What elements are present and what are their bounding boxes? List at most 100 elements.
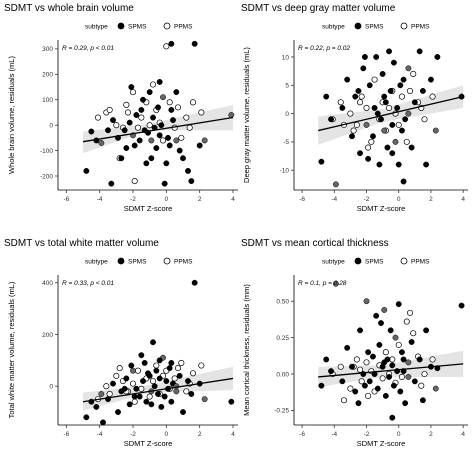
point-spms: [115, 409, 121, 416]
point-spms: [170, 117, 176, 124]
point-spms: [416, 356, 423, 363]
point-ppms: [347, 385, 354, 392]
point-spms: [390, 382, 397, 389]
point-spms: [398, 127, 405, 134]
x-tick-label: -2: [364, 431, 370, 438]
x-tick-label: -4: [97, 196, 103, 203]
point-ppms: [410, 70, 417, 78]
point-spms: [88, 128, 95, 135]
point-spms: [161, 393, 168, 400]
point-spms: [323, 93, 330, 100]
point-ppms: [166, 99, 173, 106]
point-spms: [357, 150, 364, 157]
point-spms: [402, 116, 409, 123]
x-tick-label: 2: [198, 431, 202, 438]
point-ppms: [134, 367, 142, 374]
point-spms: [349, 363, 355, 370]
point-spms: [93, 403, 100, 410]
point-ppms: [189, 370, 197, 377]
point-spms: [332, 280, 339, 287]
point-spms: [389, 150, 396, 157]
point-spms: [156, 132, 163, 139]
point-spms: [173, 137, 180, 144]
point-spms: [365, 349, 372, 356]
point-ppms: [149, 377, 157, 385]
point-spms: [379, 71, 386, 77]
x-axis-label: SDMT Z-score: [124, 204, 173, 213]
point-spms: [138, 352, 145, 359]
point-ppms: [357, 366, 364, 373]
point-ppms: [103, 383, 110, 390]
point-spms: [136, 393, 143, 400]
legend-ppms-label: PPMS: [174, 259, 193, 266]
point-spms: [323, 356, 330, 363]
point-ppms: [395, 121, 402, 128]
point-ppms: [131, 398, 138, 405]
point-ppms: [189, 99, 197, 106]
x-axis-label: SDMT Z-score: [357, 439, 406, 448]
x-tick-label: -4: [331, 431, 337, 438]
x-tick-label: -6: [63, 196, 69, 203]
point-ppms: [134, 124, 142, 131]
point-spms: [128, 362, 135, 369]
point-ppms: [113, 372, 120, 379]
point-ppms: [198, 109, 205, 116]
legend: subtype SPMS PPMS: [322, 22, 430, 31]
x-tick-label: 2: [429, 196, 433, 203]
point-spms: [151, 383, 158, 390]
legend-ppms-label: PPMS: [411, 24, 430, 31]
point-spms: [419, 87, 426, 94]
point-spms: [150, 114, 156, 121]
point-spms: [148, 401, 155, 408]
point-ppms: [159, 137, 167, 144]
panel-1: SDMT vs whole brain volume subtype SPMS PPM…: [4, 3, 238, 213]
points: [318, 48, 465, 188]
point-ppms: [403, 138, 410, 145]
point-spms: [384, 144, 391, 151]
point-ppms: [406, 309, 414, 316]
y-tick-label: 400: [42, 280, 53, 287]
point-ppms: [163, 43, 170, 50]
point-spms: [400, 178, 407, 185]
points: [318, 280, 465, 421]
point-spms: [98, 140, 105, 146]
legend-spms-label: SPMS: [365, 259, 384, 266]
point-spms: [398, 349, 405, 356]
point-spms: [416, 48, 423, 55]
y-tick-label: 10: [282, 54, 290, 61]
point-spms: [423, 327, 430, 334]
point-spms: [158, 403, 165, 410]
point-ppms: [129, 89, 137, 96]
point-spms: [180, 409, 186, 416]
point-spms: [373, 54, 380, 60]
point-spms: [191, 40, 198, 47]
point-spms: [121, 127, 128, 134]
point-spms: [163, 378, 170, 384]
point-spms: [419, 397, 426, 404]
point-spms: [228, 398, 235, 405]
point-spms: [133, 385, 140, 392]
point-spms: [381, 307, 388, 313]
stat-annotation: R = 0.1, p = 0.28: [298, 280, 347, 287]
point-spms: [128, 84, 135, 90]
point-ppms: [146, 122, 153, 129]
point-spms: [161, 180, 168, 187]
y-tick-label: 200: [42, 332, 53, 339]
legend: subtype SPMS PPMS: [85, 257, 193, 266]
point-spms: [121, 385, 128, 392]
y-tick-label: 0: [49, 384, 53, 391]
point-spms: [196, 142, 203, 149]
point-spms: [400, 356, 407, 363]
point-spms: [153, 145, 160, 152]
point-spms: [389, 121, 396, 128]
point-spms: [123, 145, 130, 152]
point-spms: [176, 372, 183, 379]
point-spms: [392, 334, 399, 341]
x-tick-label: -2: [130, 196, 136, 203]
point-ppms: [138, 385, 145, 392]
point-spms: [100, 419, 106, 426]
point-spms: [168, 398, 175, 405]
point-ppms: [358, 378, 365, 385]
point-ppms: [358, 93, 365, 100]
point-spms: [176, 147, 183, 154]
